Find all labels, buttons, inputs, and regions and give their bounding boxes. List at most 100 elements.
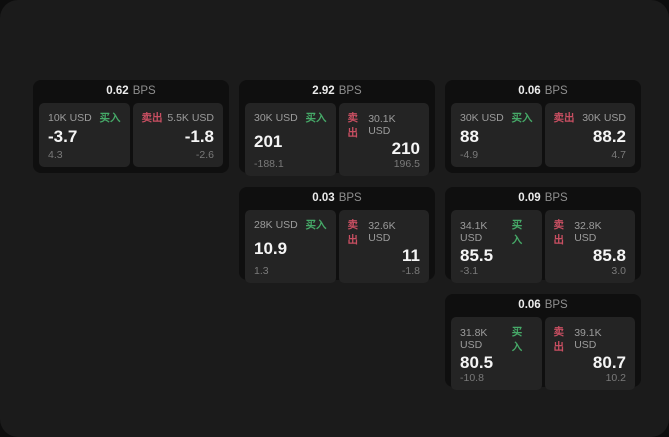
- buy-quote-price: 85.5: [460, 246, 494, 265]
- buy-notional-amount: 28K USD: [254, 218, 298, 231]
- quote-card-grid: 0.62 BPS 10K USD 买入 -3.7 4.3 卖出 5.5K USD…: [33, 80, 641, 390]
- spread-bps-value: 0.03: [312, 192, 335, 204]
- sell-tile-header: 卖出 30.1K USD: [348, 110, 421, 140]
- buy-notional-amount: 30K USD: [460, 111, 504, 124]
- sell-side-label: 卖出: [553, 219, 565, 246]
- bps-unit-label: BPS: [132, 85, 156, 97]
- buy-quote-tile[interactable]: 34.1K USD 买入 85.5 -3.1: [451, 210, 542, 283]
- quote-panels: 10K USD 买入 -3.7 4.3 卖出 5.5K USD -1.8 -2.…: [33, 103, 229, 173]
- sell-notional-amount: 5.5K USD: [167, 111, 214, 124]
- quote-card: 2.92 BPS 30K USD 买入 201 -188.1 卖出 30.1K …: [239, 80, 435, 176]
- quote-card: 0.03 BPS 28K USD 买入 10.9 1.3 卖出 32.6K US…: [239, 187, 435, 283]
- sell-side-label: 卖出: [553, 112, 575, 124]
- buy-side-label: 买入: [511, 326, 523, 353]
- quote-card: 0.09 BPS 34.1K USD 买入 85.5 -3.1 卖出 32.8K…: [445, 187, 641, 283]
- sell-quote-price: 85.8: [592, 246, 626, 265]
- sell-quote-price: 88.2: [592, 127, 626, 146]
- spread-header: 0.03 BPS: [239, 187, 435, 210]
- sell-quote-price: 80.7: [592, 353, 626, 372]
- spread-bps-value: 2.92: [312, 85, 335, 97]
- spread-bps-value: 0.62: [106, 85, 129, 97]
- sell-quote-tile[interactable]: 卖出 5.5K USD -1.8 -2.6: [132, 103, 223, 167]
- sell-tile-header: 卖出 30K USD: [554, 110, 627, 125]
- sell-quote-change: -2.6: [195, 149, 214, 161]
- sell-quote-change: 4.7: [611, 149, 626, 161]
- buy-quote-tile[interactable]: 10K USD 买入 -3.7 4.3: [39, 103, 130, 167]
- sell-notional-amount: 32.6K USD: [368, 220, 396, 244]
- quote-card: 0.06 BPS 30K USD 买入 88 -4.9 卖出 30K USD 8…: [445, 80, 641, 173]
- buy-quote-tile[interactable]: 30K USD 买入 201 -188.1: [245, 103, 336, 176]
- buy-quote-change: -4.9: [460, 149, 479, 161]
- buy-notional-amount: 30K USD: [254, 111, 298, 124]
- buy-quote-change: 1.3: [254, 265, 269, 277]
- buy-tile-header: 31.8K USD 买入: [460, 324, 533, 354]
- buy-quote-change: -10.8: [460, 372, 484, 384]
- sell-quote-price: 11: [402, 246, 420, 265]
- bps-unit-label: BPS: [338, 192, 362, 204]
- quote-card: 0.06 BPS 31.8K USD 买入 80.5 -10.8 卖出 39.1…: [445, 294, 641, 390]
- buy-quote-change: -3.1: [460, 265, 479, 277]
- buy-side-label: 买入: [305, 112, 327, 124]
- buy-quote-price: 88: [460, 127, 479, 146]
- buy-quote-price: 10.9: [254, 238, 288, 258]
- buy-quote-change: -188.1: [254, 158, 284, 170]
- sell-side-label: 卖出: [141, 112, 163, 124]
- quote-card: 0.62 BPS 10K USD 买入 -3.7 4.3 卖出 5.5K USD…: [33, 80, 229, 173]
- spread-header: 0.62 BPS: [33, 80, 229, 103]
- buy-tile-header: 30K USD 买入: [254, 110, 327, 125]
- buy-side-label: 买入: [305, 219, 327, 231]
- sell-quote-tile[interactable]: 卖出 30K USD 88.2 4.7: [544, 103, 635, 167]
- sell-tile-header: 卖出 32.6K USD: [348, 217, 421, 247]
- sell-quote-tile[interactable]: 卖出 32.6K USD 11 -1.8: [338, 210, 429, 283]
- spread-header: 2.92 BPS: [239, 80, 435, 103]
- buy-side-label: 买入: [511, 219, 523, 246]
- buy-notional-amount: 10K USD: [48, 111, 92, 124]
- spread-bps-value: 0.09: [518, 192, 541, 204]
- quote-panels: 30K USD 买入 88 -4.9 卖出 30K USD 88.2 4.7: [445, 103, 641, 173]
- sell-side-label: 卖出: [553, 326, 565, 353]
- buy-quote-tile[interactable]: 28K USD 买入 10.9 1.3: [245, 210, 336, 283]
- sell-quote-change: 10.2: [605, 372, 626, 384]
- sell-quote-change: 196.5: [393, 158, 420, 170]
- buy-notional-amount: 34.1K USD: [460, 220, 488, 244]
- buy-notional-amount: 31.8K USD: [460, 327, 488, 351]
- sell-tile-header: 卖出 32.8K USD: [554, 217, 627, 247]
- bps-unit-label: BPS: [544, 192, 568, 204]
- buy-quote-price: 201: [254, 131, 283, 151]
- sell-tile-header: 卖出 39.1K USD: [554, 324, 627, 354]
- quote-panels: 34.1K USD 买入 85.5 -3.1 卖出 32.8K USD 85.8…: [445, 210, 641, 289]
- sell-quote-tile[interactable]: 卖出 30.1K USD 210 196.5: [338, 103, 429, 176]
- buy-quote-tile[interactable]: 31.8K USD 买入 80.5 -10.8: [451, 317, 542, 390]
- sell-quote-price: -1.8: [184, 127, 214, 146]
- buy-quote-change: 4.3: [48, 149, 63, 161]
- sell-side-label: 卖出: [347, 112, 359, 139]
- bps-unit-label: BPS: [338, 85, 362, 97]
- buy-quote-tile[interactable]: 30K USD 买入 88 -4.9: [451, 103, 542, 167]
- buy-tile-header: 30K USD 买入: [460, 110, 533, 125]
- sell-quote-tile[interactable]: 卖出 39.1K USD 80.7 10.2: [544, 317, 635, 390]
- quote-panels: 30K USD 买入 201 -188.1 卖出 30.1K USD 210 1…: [239, 103, 435, 182]
- quote-panels: 31.8K USD 买入 80.5 -10.8 卖出 39.1K USD 80.…: [445, 317, 641, 396]
- bps-unit-label: BPS: [544, 85, 568, 97]
- spread-bps-value: 0.06: [518, 299, 541, 311]
- sell-notional-amount: 30K USD: [582, 111, 626, 124]
- buy-tile-header: 34.1K USD 买入: [460, 217, 533, 247]
- spread-header: 0.09 BPS: [445, 187, 641, 210]
- spread-bps-value: 0.06: [518, 85, 541, 97]
- sell-side-label: 卖出: [347, 219, 359, 246]
- buy-tile-header: 10K USD 买入: [48, 110, 121, 125]
- quote-panels: 28K USD 买入 10.9 1.3 卖出 32.6K USD 11 -1.8: [239, 210, 435, 289]
- sell-notional-amount: 39.1K USD: [574, 327, 602, 351]
- spread-header: 0.06 BPS: [445, 80, 641, 103]
- sell-notional-amount: 30.1K USD: [368, 113, 396, 137]
- sell-quote-change: 3.0: [611, 265, 626, 277]
- buy-quote-price: 80.5: [460, 353, 494, 372]
- buy-quote-price: -3.7: [48, 127, 78, 146]
- buy-tile-header: 28K USD 买入: [254, 217, 327, 232]
- sell-notional-amount: 32.8K USD: [574, 220, 602, 244]
- sell-quote-tile[interactable]: 卖出 32.8K USD 85.8 3.0: [544, 210, 635, 283]
- sell-tile-header: 卖出 5.5K USD: [142, 110, 215, 125]
- buy-side-label: 买入: [99, 112, 121, 124]
- bps-unit-label: BPS: [544, 299, 568, 311]
